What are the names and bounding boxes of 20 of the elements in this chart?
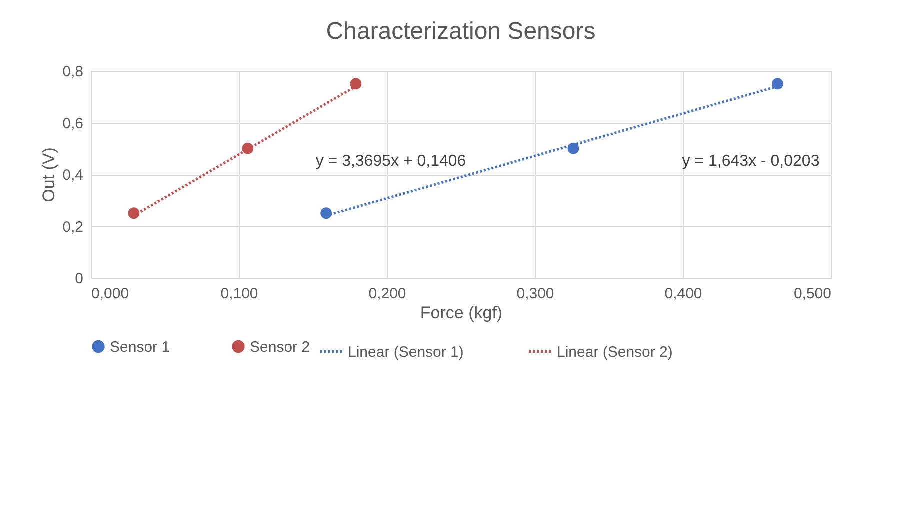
x-tick-label: 0,400	[664, 286, 702, 302]
y-tick-label: 0,4	[62, 167, 84, 184]
legend-label: Sensor 1	[110, 338, 170, 356]
annotation: y = 1,643x - 0,0203	[682, 153, 820, 170]
y-tick-label: 0,2	[62, 218, 84, 236]
y-tick-label: 0,6	[62, 115, 84, 132]
y-axis-title: Out (V)	[40, 148, 59, 202]
legend-label: Sensor 2	[250, 338, 310, 356]
x-tick-label: 0,500	[794, 286, 832, 302]
x-tick-label: 0,100	[220, 286, 258, 302]
legend-label: Linear (Sensor 1)	[348, 344, 464, 361]
y-tick-label: 0,8	[62, 64, 84, 80]
chart-title: Characterization Sensors	[326, 18, 596, 45]
x-tick-label: 0,000	[92, 286, 130, 302]
x-axis-title: Force (kgf)	[420, 304, 503, 322]
legend-label: Linear (Sensor 2)	[557, 344, 673, 361]
x-tick-label: 0,300	[516, 286, 554, 302]
x-tick-label: 0,200	[368, 286, 406, 302]
annotation: y = 3,3695x + 0,1406	[316, 153, 466, 170]
y-tick-label: 0	[75, 270, 84, 288]
